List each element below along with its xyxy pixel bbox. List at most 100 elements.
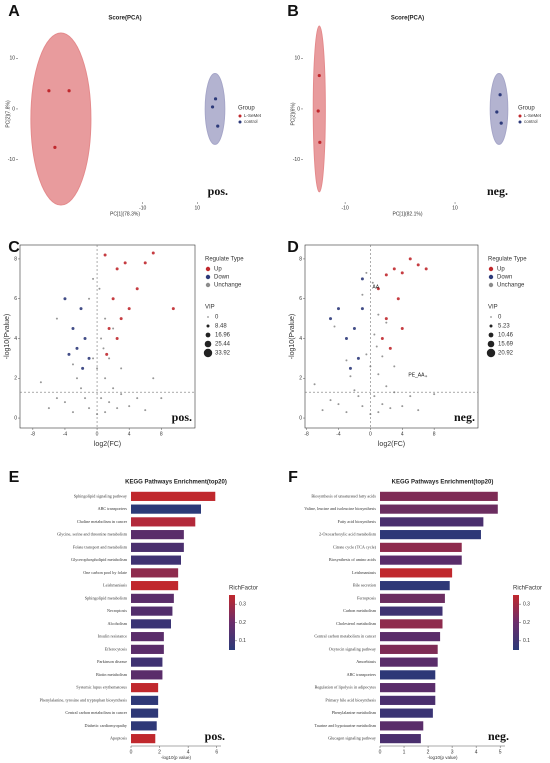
point (360, 277, 364, 281)
bar (131, 504, 201, 514)
x-tick-label: 1 (403, 749, 406, 755)
y-tick-label: 4 (299, 336, 302, 342)
point (408, 257, 412, 261)
size-legend-marker (205, 332, 211, 338)
size-legend-marker (207, 316, 209, 318)
y-tick-label: -10 (293, 157, 300, 163)
point (345, 411, 348, 414)
y-tick-label: 0 (12, 106, 15, 112)
point (120, 393, 123, 396)
category-label: Biotin metabolism (96, 672, 128, 677)
legend-label: Up (497, 267, 505, 273)
category-label: Sphingolipid metabolism (85, 595, 128, 600)
point (381, 403, 384, 406)
size-legend-marker (486, 348, 496, 358)
chart-title: Score(PCA) (391, 16, 424, 22)
bar (380, 530, 481, 540)
point (401, 405, 404, 408)
bar (380, 504, 498, 514)
bar (131, 530, 184, 540)
point (96, 367, 99, 370)
point (348, 366, 352, 370)
point (384, 317, 388, 321)
panel-letter: F (288, 469, 298, 486)
point (88, 407, 91, 410)
point (47, 407, 50, 410)
bar (380, 555, 462, 565)
category-label: Taurine and hypotaurine metabolism (315, 723, 377, 728)
point (344, 336, 348, 340)
bar (380, 491, 498, 501)
size-legend-marker (489, 324, 493, 328)
category-label: Glycine, serine and threonine metabolism (57, 532, 128, 538)
y-tick-label: 4 (14, 336, 17, 342)
legend-marker (488, 266, 494, 272)
point (55, 317, 58, 320)
point (55, 397, 58, 400)
x-tick-label: 4 (128, 431, 131, 437)
x-tick-label: 0 (379, 749, 382, 755)
bar (131, 657, 163, 667)
point (371, 281, 374, 284)
x-tick-label: 2 (427, 749, 430, 755)
point (385, 385, 388, 388)
point (385, 321, 388, 324)
point (356, 356, 360, 360)
colorbar-title: RichFactor (229, 586, 258, 592)
category-label: Cholesterol metabolism (336, 621, 377, 626)
legend-title: Group (238, 106, 255, 112)
point (104, 377, 107, 380)
point (111, 297, 115, 301)
bar (131, 670, 163, 680)
bar (380, 619, 443, 629)
point (92, 277, 95, 280)
chart-title: KEGG Pathways Enrichment(top20) (392, 480, 494, 486)
size-legend-marker (487, 340, 495, 348)
point (409, 395, 412, 398)
legend-marker (488, 282, 494, 288)
point (352, 327, 356, 331)
size-legend-label: 20.92 (498, 351, 514, 357)
point (393, 365, 396, 368)
bar (380, 542, 462, 552)
bar (131, 542, 184, 552)
bar (131, 644, 164, 654)
point (104, 411, 107, 414)
bar (131, 619, 171, 629)
point (317, 73, 321, 78)
bar (380, 593, 445, 603)
bar (131, 606, 173, 616)
point (416, 263, 420, 267)
category-label: Parkinson disease (97, 659, 127, 664)
point (384, 273, 388, 277)
legend-label: control (524, 119, 538, 124)
legend-label: L-SeMet (524, 113, 542, 118)
point (213, 97, 218, 101)
panel-letter: C (8, 239, 20, 256)
legend-marker (518, 120, 522, 124)
size-legend-label: 0 (498, 315, 502, 321)
y-tick-label: 2 (299, 376, 302, 382)
point (388, 346, 392, 350)
point (108, 401, 111, 404)
x-tick-label: 10 (452, 205, 458, 211)
point (92, 357, 95, 360)
panel-letter: D (287, 239, 299, 256)
point-annotation: PE_AA (408, 372, 425, 378)
category-label: Leishmaniasis (352, 570, 376, 575)
size-legend-title: VIP (205, 305, 215, 311)
legend-marker (238, 120, 242, 124)
annotation: neg. (488, 729, 509, 743)
bar (380, 721, 424, 731)
legend-marker (205, 274, 211, 280)
point (123, 261, 127, 265)
x-tick-label: 4 (187, 749, 190, 755)
category-label: Necroptosis (107, 608, 127, 613)
size-legend-label: 25.44 (215, 342, 231, 348)
point (498, 93, 502, 97)
x-tick-label: -8 (31, 431, 36, 437)
x-tick-label: 6 (215, 749, 218, 755)
y-tick-label: 10 (9, 56, 15, 62)
point (329, 317, 333, 321)
